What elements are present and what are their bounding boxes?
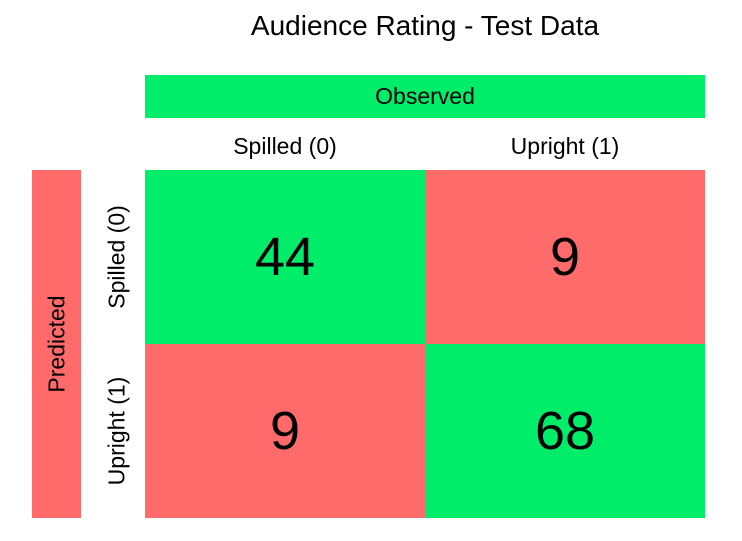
row-header-upright-label: Upright (1) <box>103 376 130 485</box>
matrix-cell-spilled-upright: 9 <box>425 170 705 344</box>
matrix-cell-upright-upright: 68 <box>425 344 705 518</box>
row-header-spilled-label: Spilled (0) <box>103 204 130 309</box>
matrix-cell-spilled-spilled: 44 <box>145 170 425 344</box>
column-header-spilled: Spilled (0) <box>233 133 337 159</box>
column-header-upright: Upright (1) <box>510 133 620 159</box>
chart-title: Audience Rating - Test Data <box>250 10 600 41</box>
predicted-axis-band: Predicted <box>32 170 81 518</box>
row-header-upright: Upright (1) <box>94 344 140 517</box>
predicted-axis-label: Predicted <box>43 295 69 393</box>
observed-axis-band: Observed <box>145 75 705 118</box>
matrix-cell-upright-spilled: 9 <box>145 344 425 518</box>
row-header-spilled: Spilled (0) <box>94 170 140 343</box>
